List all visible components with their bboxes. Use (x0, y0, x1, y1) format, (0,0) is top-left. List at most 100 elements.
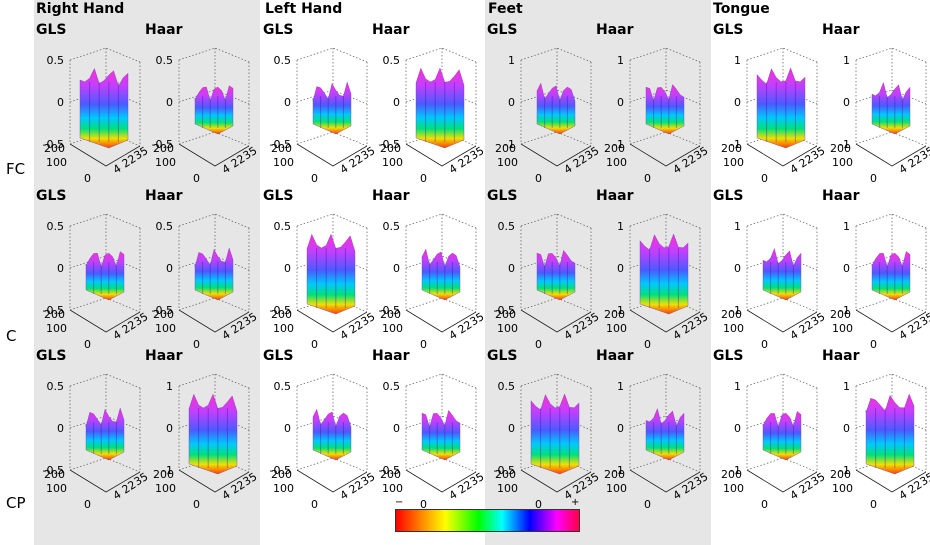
x-tick-label: 22 (347, 152, 366, 170)
y-tick-label: 0 (761, 498, 768, 511)
z-tick-label: 0 (734, 96, 741, 109)
y-tick-label: 200 (271, 142, 292, 155)
y-tick-label: 100 (497, 156, 518, 169)
plot-title-haar: Haar (596, 188, 634, 204)
plot-title-haar: Haar (145, 22, 183, 38)
plot-title-haar: Haar (822, 348, 860, 364)
y-tick-label: 0 (420, 338, 427, 351)
y-tick-label: 100 (46, 322, 67, 335)
plot-title-gls: GLS (487, 348, 518, 364)
y-tick-label: 0 (311, 498, 318, 511)
x-tick-label: 35 (241, 144, 260, 162)
z-tick-label: -0.5 (270, 304, 291, 317)
z-tick-label: 0.5 (383, 220, 401, 233)
y-tick-label: 0 (311, 338, 318, 351)
z-tick-label: 1 (617, 54, 624, 67)
x-tick-label: 22 (229, 152, 248, 170)
plot-title-gls: GLS (263, 22, 294, 38)
group-title-tongue: Tongue (713, 1, 770, 17)
z-tick-label: 0 (166, 422, 173, 435)
y-tick-label: 0 (311, 172, 318, 185)
z-tick-label: 1 (843, 54, 850, 67)
z-tick-label: 0 (734, 422, 741, 435)
z-tick-label: 1 (734, 54, 741, 67)
x-tick-label: 22 (680, 318, 699, 336)
y-tick-label: 200 (44, 308, 65, 321)
x-tick-label: 22 (680, 152, 699, 170)
z-tick-label: 1 (843, 380, 850, 393)
y-tick-label: 0 (535, 498, 542, 511)
plot-title-haar: Haar (596, 22, 634, 38)
y-tick-label: 100 (155, 156, 176, 169)
y-tick-label: 200 (153, 142, 174, 155)
x-tick-label: 22 (680, 478, 699, 496)
x-tick-label: 22 (906, 478, 925, 496)
z-tick-label: 0.5 (47, 220, 65, 233)
y-tick-label: 200 (830, 308, 851, 321)
group-title-feet: Feet (488, 1, 523, 17)
x-tick-label: 35 (132, 144, 151, 162)
y-tick-label: 100 (273, 156, 294, 169)
x-tick-label: 22 (797, 152, 816, 170)
z-tick-label: -1 (613, 304, 624, 317)
x-tick-label: 22 (797, 478, 816, 496)
plot-title-haar: Haar (145, 188, 183, 204)
z-tick-label: -1 (504, 138, 515, 151)
x-tick-label: 22 (229, 478, 248, 496)
plot-title-gls: GLS (713, 22, 744, 38)
z-tick-label: 0 (617, 262, 624, 275)
y-tick-label: 100 (46, 482, 67, 495)
y-tick-label: 200 (604, 468, 625, 481)
z-tick-label: 1 (734, 220, 741, 233)
x-tick-label: 35 (918, 144, 930, 162)
z-tick-label: 0.5 (274, 220, 292, 233)
z-tick-label: 1 (617, 380, 624, 393)
x-tick-label: 22 (571, 318, 590, 336)
z-tick-label: 0 (57, 262, 64, 275)
y-tick-label: 100 (832, 322, 853, 335)
plot-title-haar: Haar (822, 188, 860, 204)
colorbar-max-label: + (571, 497, 580, 508)
z-tick-label: -1 (730, 304, 741, 317)
y-tick-label: 200 (495, 308, 516, 321)
x-tick-label: 35 (359, 144, 378, 162)
z-tick-label: 0 (57, 96, 64, 109)
z-tick-label: 0 (166, 262, 173, 275)
y-tick-label: 0 (870, 338, 877, 351)
y-tick-label: 200 (44, 468, 65, 481)
x-tick-label: 35 (692, 144, 711, 162)
y-tick-label: 200 (495, 468, 516, 481)
y-tick-label: 200 (604, 142, 625, 155)
z-tick-label: 0.5 (156, 220, 174, 233)
group-title-right-hand: Right Hand (36, 1, 125, 17)
x-tick-label: 35 (241, 470, 260, 488)
x-tick-label: 35 (468, 144, 487, 162)
y-tick-label: 0 (761, 172, 768, 185)
z-tick-label: 0.5 (47, 380, 65, 393)
y-tick-label: 100 (273, 482, 294, 495)
x-tick-label: 35 (132, 310, 151, 328)
z-tick-label: 1 (166, 380, 173, 393)
row-label-c: C (6, 327, 17, 345)
z-tick-label: 0.5 (274, 54, 292, 67)
z-tick-label: -0.5 (494, 304, 515, 317)
y-tick-label: 200 (44, 142, 65, 155)
y-tick-label: 100 (46, 156, 67, 169)
x-tick-label: 22 (571, 478, 590, 496)
x-tick-label: 35 (241, 310, 260, 328)
x-tick-label: 35 (359, 310, 378, 328)
z-tick-label: -1 (730, 464, 741, 477)
z-tick-label: -1 (839, 138, 850, 151)
y-tick-label: 200 (721, 142, 742, 155)
x-tick-label: 35 (359, 470, 378, 488)
z-tick-label: 0 (734, 262, 741, 275)
